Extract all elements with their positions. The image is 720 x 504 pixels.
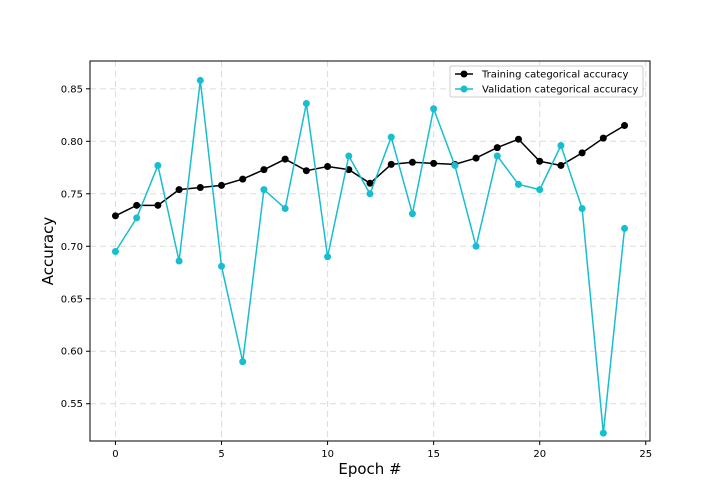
data-point-validation [472, 242, 480, 250]
data-point-training [599, 134, 607, 142]
data-point-validation [324, 253, 332, 261]
data-point-validation [599, 429, 607, 437]
legend-label-training: Training categorical accuracy [481, 70, 628, 81]
data-point-training [536, 157, 544, 165]
x-axis-label: Epoch # [338, 460, 401, 478]
data-point-training [578, 149, 586, 157]
data-point-training [196, 183, 204, 191]
data-point-training [239, 175, 247, 183]
data-point-validation [621, 224, 629, 232]
x-tick-label: 20 [533, 449, 546, 460]
data-point-validation [514, 180, 522, 188]
data-point-validation [239, 358, 247, 366]
data-point-validation [260, 186, 268, 194]
data-point-training [154, 201, 162, 209]
legend-marker-training [460, 70, 468, 78]
data-point-validation [281, 204, 289, 212]
y-tick-label: 0.55 [61, 399, 83, 410]
data-point-training [472, 154, 480, 162]
data-point-training [387, 160, 395, 168]
y-tick-label: 0.60 [61, 347, 83, 358]
data-point-validation [366, 190, 374, 198]
data-point-validation [536, 186, 544, 194]
data-point-validation [451, 161, 459, 169]
legend-box [449, 65, 644, 98]
data-point-training [621, 122, 629, 130]
y-axis-label: Accuracy [39, 217, 57, 286]
data-point-validation [175, 257, 183, 265]
x-tick-label: 15 [427, 449, 440, 460]
data-point-training [260, 166, 268, 174]
data-point-training [324, 162, 332, 170]
data-point-validation [196, 76, 204, 84]
y-tick-label: 0.65 [61, 294, 83, 305]
data-point-validation [302, 100, 310, 108]
data-point-training [557, 161, 565, 169]
data-point-validation [578, 204, 586, 212]
legend-label-validation: Validation categorical accuracy [482, 85, 638, 96]
data-point-validation [430, 105, 438, 113]
legend: Training categorical accuracy Validation… [449, 65, 644, 98]
legend-marker-validation [460, 85, 468, 93]
data-point-training [302, 167, 310, 175]
data-point-training [514, 135, 522, 143]
data-point-validation [154, 161, 162, 169]
data-point-training [133, 201, 141, 209]
data-point-training [408, 158, 416, 166]
x-tick-label: 10 [321, 449, 334, 460]
data-point-training [281, 155, 289, 163]
y-tick-label: 0.75 [61, 189, 83, 200]
data-point-validation [133, 214, 141, 222]
data-point-training [111, 212, 119, 220]
x-tick-label: 25 [639, 449, 652, 460]
data-point-validation [218, 262, 226, 270]
x-tick-label: 0 [112, 449, 118, 460]
data-point-validation [345, 152, 353, 160]
data-point-training [430, 159, 438, 167]
data-point-validation [557, 142, 565, 150]
data-point-validation [493, 152, 501, 160]
y-tick-label: 0.70 [61, 242, 83, 253]
y-tick-label: 0.80 [61, 137, 83, 148]
data-point-validation [408, 210, 416, 218]
data-point-training [366, 179, 374, 187]
data-series [111, 76, 629, 437]
y-tick-label: 0.85 [61, 84, 83, 95]
data-point-training [493, 144, 501, 152]
x-tick-label: 5 [218, 449, 224, 460]
plot-area-frame [89, 60, 651, 442]
data-point-validation [387, 133, 395, 141]
data-point-training [218, 181, 226, 189]
data-point-training [175, 186, 183, 194]
data-point-validation [111, 248, 119, 256]
axis-ticks: 0 5 10 15 20 25 0.55 0.60 0.65 0.70 0.75 0.80 0.85 [61, 84, 652, 460]
